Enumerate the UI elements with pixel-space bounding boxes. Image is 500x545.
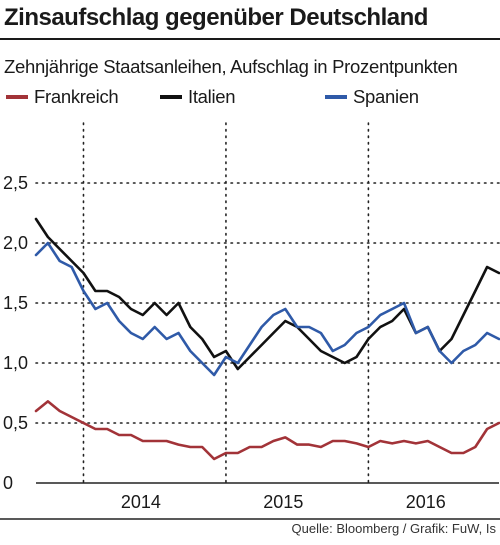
series-line-spanien (34, 241, 500, 377)
y-tick-label: 1,0 (3, 353, 28, 373)
series-line-frankreich (34, 400, 500, 461)
x-tick-label: 2015 (263, 492, 303, 512)
legend-swatch-italien (160, 95, 182, 99)
legend-label-frankreich: Frankreich (34, 86, 119, 107)
legend-item-frankreich: Frankreich (6, 85, 119, 109)
x-tick-label: 2014 (121, 492, 161, 512)
chart-legend: Frankreich Italien Spanien (0, 85, 500, 109)
chart-title: Zinsaufschlag gegenüber Deutschland (4, 4, 428, 31)
legend-swatch-spanien (325, 95, 347, 99)
title-rule (0, 38, 500, 40)
y-tick-label: 2,5 (3, 173, 28, 193)
legend-item-italien: Italien (160, 85, 236, 109)
chart-subtitle: Zehnjährige Staatsanleihen, Aufschlag in… (4, 56, 458, 77)
x-tick-label: 2016 (406, 492, 446, 512)
y-tick-label: 0 (3, 473, 13, 493)
y-tick-label: 2,0 (3, 233, 28, 253)
y-tick-label: 1,5 (3, 293, 28, 313)
legend-item-spanien: Spanien (325, 85, 419, 109)
legend-swatch-frankreich (6, 95, 28, 99)
source-note: Quelle: Bloomberg / Grafik: FuW, Is (291, 521, 496, 536)
y-tick-label: 0,5 (3, 413, 28, 433)
legend-label-italien: Italien (188, 86, 236, 107)
legend-label-spanien: Spanien (353, 86, 419, 107)
series-line-italien (34, 217, 500, 371)
